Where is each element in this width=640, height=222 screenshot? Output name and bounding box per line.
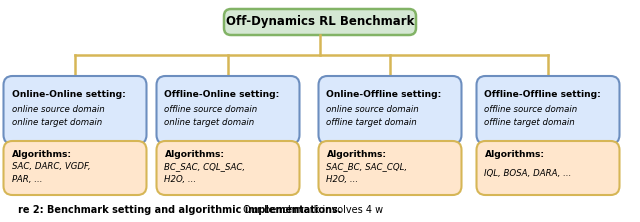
Text: Online-Offline setting:: Online-Offline setting: bbox=[326, 89, 442, 99]
Text: offline source domain
online target domain: offline source domain online target doma… bbox=[164, 105, 258, 127]
FancyBboxPatch shape bbox=[157, 141, 300, 195]
Text: Offline-Online setting:: Offline-Online setting: bbox=[164, 89, 280, 99]
FancyBboxPatch shape bbox=[157, 76, 300, 144]
Text: BC_SAC, CQL_SAC,
H2O, ...: BC_SAC, CQL_SAC, H2O, ... bbox=[164, 162, 246, 184]
Text: offline source domain
offline target domain: offline source domain offline target dom… bbox=[484, 105, 578, 127]
Text: Algorithms:: Algorithms: bbox=[484, 149, 545, 159]
FancyBboxPatch shape bbox=[319, 76, 461, 144]
FancyBboxPatch shape bbox=[477, 141, 620, 195]
FancyBboxPatch shape bbox=[477, 76, 620, 144]
Text: online source domain
online target domain: online source domain online target domai… bbox=[12, 105, 104, 127]
Text: Algorithms:: Algorithms: bbox=[164, 149, 225, 159]
Text: Off-Dynamics RL Benchmark: Off-Dynamics RL Benchmark bbox=[226, 16, 414, 28]
Text: Our benchmark involves 4 w: Our benchmark involves 4 w bbox=[240, 205, 383, 215]
FancyBboxPatch shape bbox=[224, 9, 416, 35]
Text: SAC_BC, SAC_CQL,
H2O, ...: SAC_BC, SAC_CQL, H2O, ... bbox=[326, 162, 408, 184]
Text: Algorithms:: Algorithms: bbox=[326, 149, 387, 159]
FancyBboxPatch shape bbox=[3, 76, 147, 144]
Text: online source domain
offline target domain: online source domain offline target doma… bbox=[326, 105, 419, 127]
FancyBboxPatch shape bbox=[319, 141, 461, 195]
Text: SAC, DARC, VGDF,
PAR, ...: SAC, DARC, VGDF, PAR, ... bbox=[12, 162, 90, 184]
Text: Offline-Offline setting:: Offline-Offline setting: bbox=[484, 89, 601, 99]
FancyBboxPatch shape bbox=[3, 141, 147, 195]
Text: Algorithms:: Algorithms: bbox=[12, 149, 72, 159]
Text: Online-Online setting:: Online-Online setting: bbox=[12, 89, 125, 99]
Text: re 2: Benchmark setting and algorithmic implementations.: re 2: Benchmark setting and algorithmic … bbox=[18, 205, 342, 215]
Text: IQL, BOSA, DARA, ...: IQL, BOSA, DARA, ... bbox=[484, 168, 572, 178]
